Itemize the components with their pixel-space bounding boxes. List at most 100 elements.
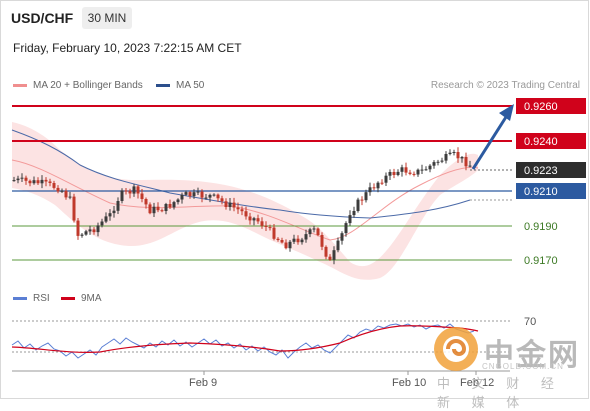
- candle-body: [116, 201, 120, 211]
- candle-body: [60, 190, 64, 192]
- candle-body: [212, 194, 216, 196]
- candle-body: [264, 225, 268, 227]
- bollinger-band: [12, 122, 478, 280]
- candle-body: [300, 239, 304, 243]
- candle-body: [244, 211, 248, 217]
- chart-frame: [0, 0, 589, 399]
- candle-body: [100, 221, 104, 226]
- candle-body: [356, 199, 360, 211]
- candle-body: [428, 165, 432, 170]
- timeframe-button[interactable]: 30 MIN: [82, 7, 132, 29]
- research-credit: Research © 2023 Trading Central: [430, 80, 580, 91]
- candle-body: [180, 194, 184, 200]
- candle-body: [24, 177, 28, 181]
- candle-body: [424, 169, 428, 171]
- symbol-title: USD/CHF: [11, 10, 74, 26]
- candle-body: [196, 191, 200, 193]
- candle-body: [80, 234, 84, 236]
- ma50-line: [11, 129, 471, 219]
- legend-ma50: MA 50: [156, 80, 204, 91]
- candle-body: [272, 227, 276, 239]
- candle-body: [420, 169, 424, 171]
- candle-body: [32, 180, 36, 184]
- candle-body: [40, 179, 44, 184]
- candle-body: [124, 190, 128, 192]
- candle-body: [28, 180, 32, 184]
- candle-body: [276, 238, 280, 240]
- candle-body: [404, 167, 408, 173]
- candle-body: [220, 198, 224, 202]
- label-box-target1: [516, 133, 586, 149]
- legend-rsi-ma: 9MA: [61, 293, 102, 304]
- rsi-ma-label: 9MA: [81, 293, 102, 304]
- candle-body: [184, 192, 188, 195]
- x-tick-label-2: Feb 10: [392, 377, 426, 389]
- candle-body: [224, 201, 228, 207]
- label-box-pivot: [516, 183, 586, 199]
- candle-body: [228, 202, 232, 207]
- candle-body: [88, 229, 92, 232]
- candle-body: [364, 192, 368, 201]
- candle-body: [144, 199, 148, 205]
- candle-body: [140, 193, 144, 199]
- candle-body: [340, 233, 344, 241]
- candle-body: [84, 231, 88, 235]
- x-tick-label-1: Feb 9: [189, 377, 217, 389]
- candle-body: [460, 157, 464, 159]
- chart-canvas: 0.9260 0.9240 0.9223 0.9210 0.9190 0.917…: [11, 98, 586, 389]
- price-label-pivot: 0.9210: [524, 186, 558, 198]
- candle-body: [44, 179, 48, 182]
- candle-body: [188, 192, 192, 197]
- candle-body: [176, 199, 180, 203]
- candle-body: [376, 182, 380, 189]
- legend-rsi: RSI: [13, 293, 50, 304]
- watermark-url: CNGOLD.COM.CN: [482, 362, 564, 371]
- candle-body: [464, 157, 468, 167]
- candle-body: [76, 220, 80, 236]
- candle-body: [132, 186, 136, 194]
- candle-body: [148, 204, 152, 214]
- candle-body: [344, 223, 348, 234]
- candle-body: [396, 171, 400, 175]
- candle-body: [456, 152, 460, 159]
- candle-body: [312, 228, 316, 230]
- forecast-arrowhead: [499, 104, 514, 121]
- candle-body: [360, 199, 364, 201]
- label-box-current: [516, 162, 586, 178]
- candle-body: [440, 160, 444, 162]
- forecast-arrow-shaft: [471, 116, 508, 170]
- candle-body: [108, 213, 112, 217]
- candle-body: [284, 242, 288, 249]
- rsi-label: RSI: [33, 293, 50, 304]
- candle-body: [20, 177, 24, 179]
- watermark-logo-icon: [434, 327, 478, 371]
- candle-body: [168, 204, 172, 208]
- candle-body: [304, 234, 308, 240]
- candle-body: [192, 192, 196, 197]
- candle-body: [352, 211, 356, 216]
- chart-datetime: Friday, February 10, 2023 7:22:15 AM CET: [13, 41, 242, 55]
- candle-body: [136, 186, 140, 194]
- candle-body: [468, 165, 472, 167]
- candle-body: [236, 207, 240, 210]
- candle-body: [432, 162, 436, 166]
- candle-body: [64, 190, 68, 198]
- candle-body: [16, 178, 20, 181]
- candle-body: [72, 196, 76, 221]
- rsi-line: [11, 323, 475, 359]
- candle-body: [160, 210, 164, 212]
- candle-body: [120, 190, 124, 201]
- candle-body: [208, 194, 212, 198]
- candle-body: [48, 181, 52, 183]
- candle-body: [316, 228, 320, 235]
- ma20-swatch: [13, 84, 27, 87]
- candle-body: [152, 206, 156, 214]
- watermark-name: 中金网: [484, 339, 580, 372]
- candle-body: [384, 175, 388, 183]
- candle-body: [308, 229, 312, 235]
- candle-body: [216, 194, 220, 199]
- candle-body: [268, 227, 272, 229]
- candle-body: [380, 182, 384, 184]
- candle-body: [232, 202, 236, 208]
- candle-body: [336, 240, 340, 251]
